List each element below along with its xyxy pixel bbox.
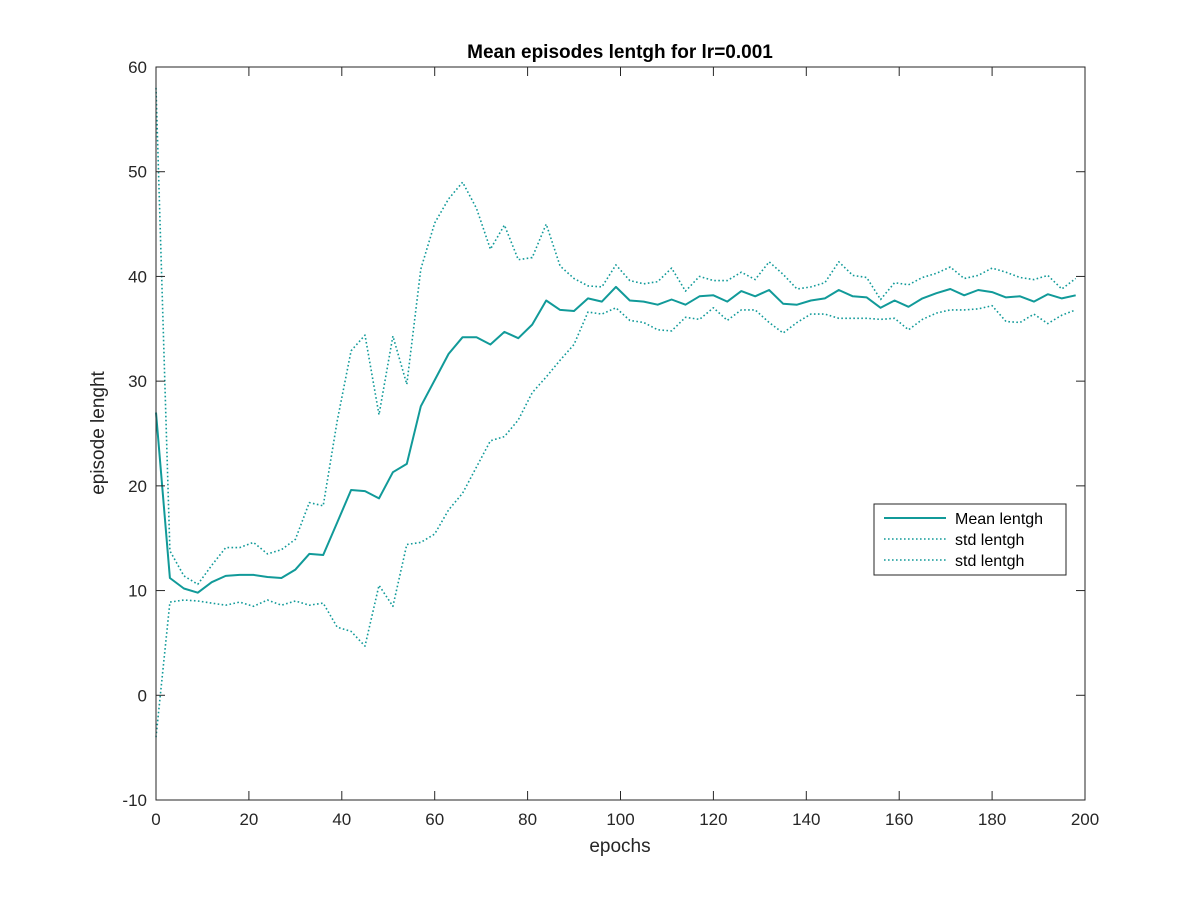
series-line-std-2 [155,304,1076,738]
y-axis-ticks: -10 0 10 20 30 40 50 60 [122,58,1085,810]
legend: Mean lentgh std lentgh std lentgh [873,503,1067,576]
legend-box [873,503,1067,576]
x-tick-label: 180 [978,810,1006,829]
legend-label: std lentgh [955,532,1024,549]
y-axis-label: episode lenght [88,370,109,494]
plot-background [156,67,1085,800]
y-tick-label: 0 [138,686,147,705]
y-tick-label: 30 [128,372,147,391]
x-axis-ticks: 0 20 40 60 80 100 120 140 160 180 200 [151,67,1099,829]
y-tick-label: 10 [128,582,147,601]
x-tick-label: 120 [699,810,727,829]
x-tick-label: 100 [606,810,634,829]
x-tick-label: 160 [885,810,913,829]
x-tick-label: 20 [239,810,258,829]
y-tick-label: -10 [122,791,147,810]
y-tick-label: 20 [128,477,147,496]
x-axis-label: epochs [589,836,650,857]
x-tick-label: 40 [332,810,351,829]
y-tick-label: 50 [128,163,147,182]
legend-label: std lentgh [955,553,1024,570]
series-line-mean [155,285,1076,594]
x-tick-label: 200 [1071,810,1099,829]
y-tick-label: 60 [128,58,147,77]
legend-label: Mean lentgh [955,511,1043,528]
x-tick-label: 80 [518,810,537,829]
chart-title: Mean episodes lentgh for lr=0.001 [467,42,773,63]
x-tick-label: 140 [792,810,820,829]
series-layer [155,87,1077,738]
x-tick-label: 0 [151,810,160,829]
x-tick-label: 60 [425,810,444,829]
series-line-std-1 [155,87,1077,586]
y-tick-label: 40 [128,267,147,286]
